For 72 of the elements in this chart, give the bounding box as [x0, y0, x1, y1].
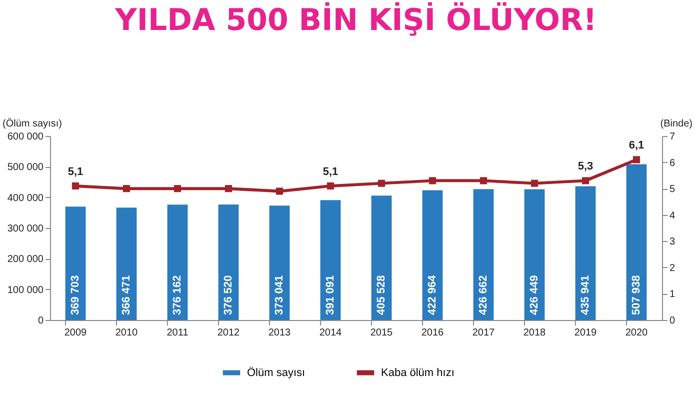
data-label: 373 041	[274, 275, 286, 315]
point	[582, 177, 590, 184]
data-label: 369 703	[70, 275, 82, 315]
x-tick-label: 2011	[166, 328, 189, 338]
point	[276, 188, 284, 195]
data-label: 391 091	[324, 275, 336, 315]
data-label: 507 938	[630, 275, 642, 315]
data-label: 376 520	[222, 275, 234, 315]
y2-tick-label: 5	[670, 184, 676, 196]
y2-tick-label: 3	[670, 236, 676, 248]
bar	[422, 190, 443, 320]
bar	[626, 164, 647, 320]
x-tick-label: 2016	[421, 328, 444, 338]
bar	[371, 196, 392, 320]
point	[326, 182, 334, 190]
x-tick-label: 2009	[64, 328, 88, 338]
bar	[473, 189, 494, 320]
bar	[269, 206, 290, 320]
bar	[65, 206, 86, 320]
bar	[116, 208, 137, 320]
data-label: 376 162	[172, 275, 184, 315]
data-label: 405 528	[376, 275, 388, 315]
data-label: 366 471	[120, 275, 132, 315]
data-label: 5,1	[322, 166, 338, 178]
y2-tick-label: 6	[670, 158, 676, 169]
data-label: 426 662	[478, 275, 490, 315]
y-tick-label: 400 000	[7, 192, 44, 204]
y-tick-label: 200 000	[7, 254, 44, 266]
point	[480, 177, 488, 184]
point	[530, 180, 538, 187]
y2-tick-label: 7	[670, 132, 676, 142]
data-label: 6,1	[628, 140, 644, 152]
y-tick-label: 0	[38, 316, 44, 326]
x-tick-label: 2015	[370, 328, 394, 338]
y2-tick-label: 0	[670, 316, 676, 326]
chart-title: YILDA 500 BİN KİŞİ ÖLÜYOR!	[114, 2, 597, 38]
x-tick-label: 2012	[217, 328, 240, 338]
x-tick-label: 2019	[574, 328, 598, 338]
y2-tick-label: 1	[670, 289, 676, 300]
legend-label: Ölüm sayısı	[247, 366, 306, 379]
bar	[575, 186, 596, 320]
point	[224, 185, 232, 192]
x-tick-label: 2013	[268, 328, 292, 338]
bar	[167, 204, 188, 320]
legend-label: Kaba ölüm hızı	[381, 366, 454, 379]
x-tick-label: 2017	[472, 328, 496, 338]
x-tick-label: 2020	[625, 328, 648, 338]
point	[174, 185, 182, 192]
y-tick-label: 500 000	[7, 162, 44, 174]
y-axis-title: (Ölüm sayısı)	[2, 118, 62, 130]
point	[72, 182, 80, 190]
data-label: 426 449	[528, 275, 540, 315]
y2-tick-label: 4	[670, 210, 676, 222]
y2-tick-label: 2	[670, 262, 676, 274]
y-tick-label: 300 000	[7, 224, 44, 234]
point	[428, 177, 436, 184]
bar	[218, 204, 239, 320]
point	[378, 180, 386, 187]
y-tick-label: 100 000	[7, 284, 44, 296]
x-tick-label: 2010	[115, 328, 138, 338]
data-label: 422 964	[426, 274, 438, 315]
data-label: 5,3	[578, 160, 594, 173]
point	[122, 185, 130, 192]
y2-axis-title: (Binde)	[660, 118, 692, 130]
data-label: 435 941	[580, 275, 592, 315]
bar	[524, 189, 545, 320]
point	[632, 156, 640, 164]
y-tick-label: 600 000	[7, 132, 44, 142]
data-label: 5,1	[68, 166, 84, 178]
bar	[320, 200, 341, 320]
x-tick-label: 2018	[523, 328, 546, 338]
x-tick-label: 2014	[319, 328, 342, 338]
